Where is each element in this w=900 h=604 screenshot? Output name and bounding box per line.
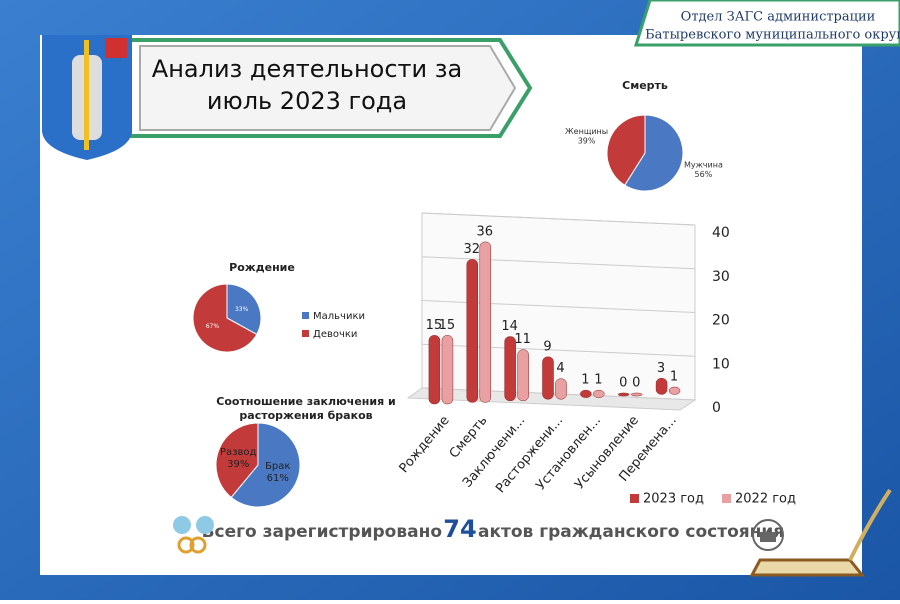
pie-slice	[192, 283, 258, 353]
legend-label: Девочки	[313, 329, 357, 340]
value-label: 1	[581, 373, 589, 388]
pie-value-label: 67%	[206, 323, 220, 330]
slide-title: июль 2023 года	[207, 87, 407, 115]
value-label: 1	[670, 370, 678, 385]
y-tick-label: 40	[712, 225, 730, 241]
value-label: 15	[439, 318, 456, 333]
bar	[668, 386, 681, 395]
value-label: 32	[464, 242, 481, 257]
value-label: 3	[657, 361, 665, 376]
value-label: 1	[594, 373, 602, 388]
bar	[504, 336, 516, 402]
footer-count: 74	[443, 515, 476, 543]
pie-value-label: 39%	[227, 459, 249, 470]
value-label: 14	[501, 319, 518, 334]
legend-label: 2023 год	[643, 492, 704, 507]
pie-title: Соотношение заключения и	[216, 395, 395, 408]
legend-swatch	[302, 312, 309, 319]
emblem-flag	[105, 38, 127, 58]
pie-title: Рождение	[229, 261, 295, 274]
family-icon	[752, 519, 784, 551]
grid-line	[421, 212, 696, 226]
pie-category-label: Женщины	[565, 127, 608, 136]
pie-slice	[215, 422, 259, 499]
y-tick-label: 10	[712, 356, 730, 372]
value-label: 0	[619, 376, 627, 391]
org-name: Батыревского муниципального округа	[645, 28, 900, 43]
bar	[466, 259, 479, 403]
y-tick-label: 0	[712, 400, 721, 416]
pie-value-label: 56%	[695, 170, 713, 179]
bar	[428, 335, 441, 405]
footer-suffix: актов гражданского состояния	[478, 522, 784, 542]
pie-slice	[624, 114, 684, 192]
value-label: 0	[632, 376, 640, 391]
pie-title: расторжения браков	[239, 409, 372, 422]
legend-label: 2022 год	[735, 492, 796, 507]
legend-swatch	[302, 330, 309, 337]
pie-value-label: 33%	[235, 306, 249, 313]
bar	[479, 241, 492, 403]
pie-slice	[230, 422, 301, 508]
doves-icon	[173, 516, 214, 554]
value-label: 11	[514, 332, 531, 347]
bar	[655, 378, 668, 395]
value-label: 4	[556, 361, 564, 376]
pie-title: Смерть	[622, 79, 668, 92]
bar	[517, 349, 529, 402]
pie-category-label: Брак	[265, 461, 290, 472]
bar	[441, 335, 454, 405]
org-name: Отдел ЗАГС администрации	[681, 10, 876, 25]
slide-title: Анализ деятельности за	[152, 55, 462, 83]
legend-label: Мальчики	[313, 311, 365, 322]
value-label: 15	[426, 318, 443, 333]
pie-category-label: Развод	[220, 447, 256, 458]
bar	[617, 392, 630, 397]
emblem-sword	[84, 40, 89, 150]
value-label: 9	[543, 339, 551, 354]
legend-swatch	[722, 494, 731, 503]
grid-line	[421, 256, 696, 270]
pie-value-label: 39%	[578, 136, 596, 145]
pie-category-label: Мужчина	[684, 161, 723, 170]
y-tick-label: 20	[712, 313, 730, 329]
title-box-inner	[139, 45, 517, 131]
footer-prefix: Всего зарегистрировано	[202, 522, 442, 542]
pie-slice	[606, 114, 646, 186]
book-icon	[749, 488, 892, 577]
bar	[630, 392, 643, 397]
y-tick-label: 30	[712, 269, 730, 285]
bar	[542, 356, 554, 400]
org-box	[633, 0, 900, 47]
pie-slice	[226, 283, 262, 336]
bar	[555, 378, 567, 400]
legend-swatch	[630, 494, 639, 503]
value-label: 36	[477, 224, 494, 239]
pie-value-label: 61%	[267, 473, 289, 484]
bar	[580, 389, 592, 398]
bar	[593, 389, 605, 398]
